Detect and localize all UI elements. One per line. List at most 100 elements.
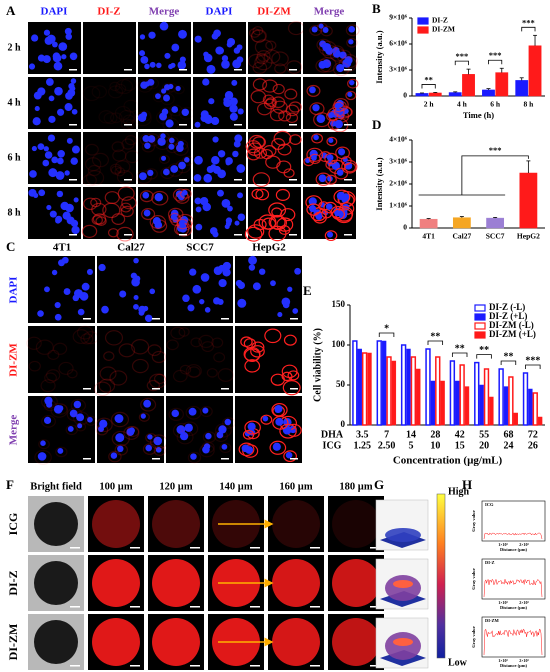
cell-red xyxy=(114,83,127,94)
nucleus xyxy=(139,50,146,57)
nucleus xyxy=(55,215,63,223)
nucleus xyxy=(211,155,220,165)
cell-red xyxy=(98,378,116,393)
nucleus xyxy=(145,444,152,452)
cell-red xyxy=(82,174,97,187)
nucleus xyxy=(161,88,167,94)
cell-red xyxy=(281,371,293,382)
cell-red xyxy=(175,139,189,151)
nucleus xyxy=(318,23,324,29)
nucleus xyxy=(187,304,195,312)
column-label: SCC7 xyxy=(186,242,214,254)
micrograph xyxy=(235,326,302,396)
cell-red xyxy=(153,445,166,456)
spheroid xyxy=(152,500,200,548)
cell-red xyxy=(153,373,167,385)
significance-bracket xyxy=(525,364,541,369)
micrograph xyxy=(193,132,246,184)
nucleus xyxy=(152,217,161,226)
nucleus xyxy=(227,37,236,46)
cell-red xyxy=(271,51,289,67)
column-label: Cal27 xyxy=(117,242,145,254)
column-label: DAPI xyxy=(41,6,68,18)
cell-red xyxy=(116,170,134,185)
bar xyxy=(416,368,421,426)
cell-red xyxy=(260,148,273,160)
nucleus xyxy=(236,164,246,173)
bar xyxy=(386,356,392,426)
nucleus xyxy=(272,442,281,451)
nucleus xyxy=(131,277,140,287)
nucleus xyxy=(206,64,216,74)
nucleus xyxy=(142,135,150,143)
bar xyxy=(483,368,490,426)
cell-red xyxy=(341,54,358,69)
bar xyxy=(410,356,417,426)
cell-red xyxy=(277,143,292,156)
spheroid xyxy=(272,559,320,607)
cell-red xyxy=(251,341,265,353)
x-axis-label: Time (h) xyxy=(463,110,494,120)
nucleus xyxy=(194,197,202,205)
y-tick-label: 6×10⁶ xyxy=(389,39,408,48)
nucleus xyxy=(199,298,205,305)
micrograph xyxy=(138,21,191,74)
nucleus xyxy=(216,47,224,55)
cell-red xyxy=(275,188,290,202)
bar xyxy=(415,93,429,97)
scale-bar xyxy=(344,179,352,181)
scale-bar xyxy=(370,547,380,549)
bar xyxy=(435,356,441,426)
y-tick-label: 50 xyxy=(336,379,346,389)
bar xyxy=(391,360,397,426)
cell-red xyxy=(95,216,107,226)
plot-frame xyxy=(481,558,546,600)
nucleus xyxy=(311,155,317,161)
micrograph xyxy=(245,130,302,188)
scale-bar xyxy=(310,547,320,549)
panel-letter: F xyxy=(6,477,14,492)
y-tick-label: 9×10⁶ xyxy=(389,13,408,22)
nucleus xyxy=(188,407,197,416)
scale-bar xyxy=(221,318,229,320)
cell-red xyxy=(246,148,261,161)
nucleus xyxy=(312,104,320,112)
nucleus xyxy=(51,156,59,164)
cell-red xyxy=(199,444,215,458)
nucleus xyxy=(56,190,64,198)
x-tick-label: 2×10³ xyxy=(519,658,529,663)
cell-red xyxy=(92,213,107,225)
micrograph xyxy=(94,326,167,397)
scale-bar xyxy=(179,179,187,181)
nucleus xyxy=(67,425,74,432)
nucleus xyxy=(110,452,118,459)
cell-red xyxy=(329,47,347,62)
cell-red xyxy=(206,368,218,378)
nucleus xyxy=(54,301,61,309)
spheroid xyxy=(332,500,380,548)
spheroid-image xyxy=(328,496,384,552)
cell-red xyxy=(315,172,332,186)
cell-red xyxy=(120,205,134,218)
cell-red xyxy=(108,85,124,99)
cell-red xyxy=(166,339,179,351)
cell-red xyxy=(99,366,117,381)
legend-swatch xyxy=(417,17,429,25)
bar xyxy=(455,380,460,426)
micrograph xyxy=(166,256,233,323)
nucleus xyxy=(248,264,256,271)
nucleus xyxy=(262,415,269,422)
nucleus xyxy=(48,168,58,178)
cell-red xyxy=(265,40,277,51)
nucleus xyxy=(190,453,197,460)
nucleus xyxy=(144,63,150,70)
nucleus xyxy=(164,52,171,59)
nucleus xyxy=(221,55,229,62)
x-tick-label: HepG2 xyxy=(517,232,540,241)
nucleus xyxy=(221,444,228,450)
nucleus xyxy=(318,60,327,69)
cell-red xyxy=(257,102,272,116)
cell-red xyxy=(219,442,232,454)
bar xyxy=(376,340,382,426)
nucleus xyxy=(336,63,345,73)
